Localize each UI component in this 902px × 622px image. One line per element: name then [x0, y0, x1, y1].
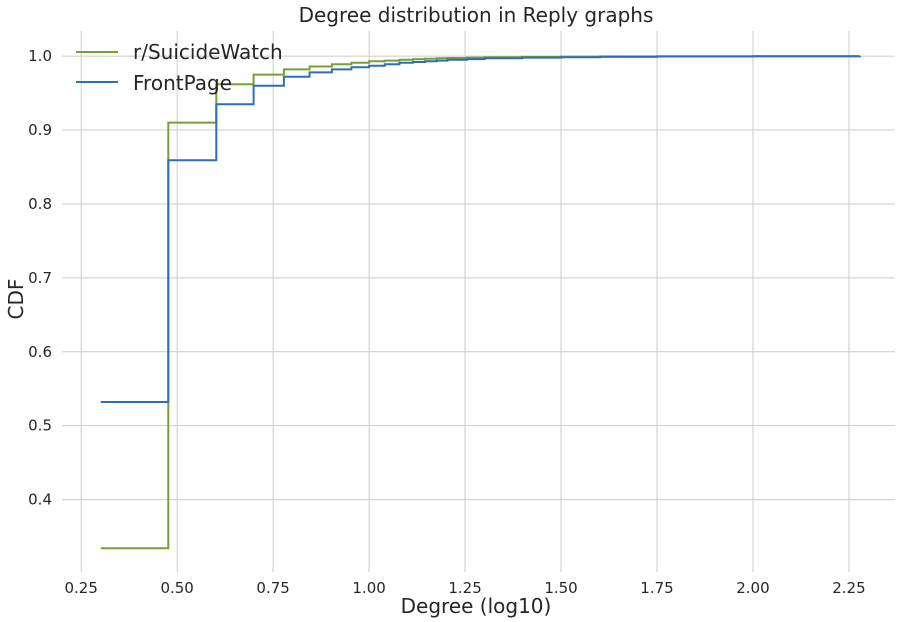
y-tick-label: 0.7 [28, 269, 52, 287]
x-tick-label: 1.25 [448, 579, 481, 597]
y-tick-label: 0.5 [28, 417, 52, 435]
x-tick-label: 0.75 [256, 579, 289, 597]
legend-label-suicidewatch: r/SuicideWatch [133, 40, 283, 64]
tick-labels: 0.25 0.50 0.75 1.00 1.25 1.50 1.75 2.00 2.25 0.4 0… [28, 47, 865, 597]
y-tick-label: 0.8 [28, 195, 52, 213]
x-tick-label: 1.50 [544, 579, 577, 597]
y-tick-label: 0.6 [28, 343, 52, 361]
y-tick-label: 0.9 [28, 121, 52, 139]
legend: r/SuicideWatch FrontPage [76, 40, 283, 95]
x-tick-label: 1.00 [352, 579, 385, 597]
x-tick-label: 1.75 [640, 579, 673, 597]
y-tick-label: 0.4 [28, 491, 52, 509]
series-lines [100, 55, 862, 550]
x-tick-label: 0.25 [64, 579, 97, 597]
x-tick-label: 0.50 [160, 579, 193, 597]
series-line-frontpage [100, 55, 862, 403]
y-axis-title: CDF [4, 279, 28, 320]
legend-label-frontpage: FrontPage [133, 71, 232, 95]
x-axis-title: Degree (log10) [401, 594, 552, 618]
y-tick-label: 1.0 [28, 47, 52, 65]
x-tick-label: 2.00 [736, 579, 769, 597]
x-tick-label: 2.25 [832, 579, 865, 597]
chart-title: Degree distribution in Reply graphs [299, 3, 654, 27]
grid [62, 31, 895, 572]
